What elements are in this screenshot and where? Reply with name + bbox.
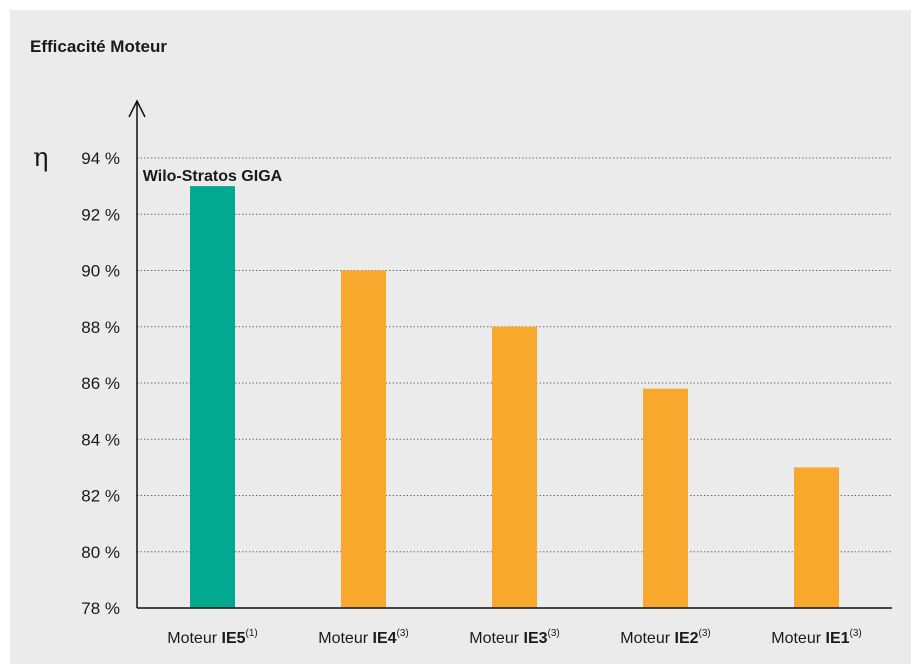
bar bbox=[794, 467, 839, 608]
x-tick-label: Moteur IE3(3) bbox=[469, 628, 560, 647]
y-tick-label: 92 % bbox=[81, 205, 120, 224]
x-tick-label: Moteur IE4(3) bbox=[318, 628, 409, 647]
chart-title: Efficacité Moteur bbox=[30, 37, 167, 56]
y-tick-label: 94 % bbox=[81, 149, 120, 168]
y-tick-label: 82 % bbox=[81, 487, 120, 506]
bar bbox=[190, 186, 235, 608]
bar bbox=[492, 326, 537, 608]
x-tick-label: Moteur IE2(3) bbox=[620, 628, 711, 647]
y-tick-label: 84 % bbox=[81, 430, 120, 449]
bar bbox=[341, 270, 386, 608]
x-tick-label: Moteur IE1(3) bbox=[771, 628, 862, 647]
y-axis-arrow bbox=[128, 99, 146, 118]
chart-panel bbox=[10, 10, 911, 664]
y-tick-label: 80 % bbox=[81, 543, 120, 562]
y-axis-label: η bbox=[33, 143, 49, 173]
bar bbox=[643, 388, 688, 608]
x-tick-label: Moteur IE5(1) bbox=[167, 628, 258, 647]
y-tick-label: 86 % bbox=[81, 374, 120, 393]
y-tick-label: 90 % bbox=[81, 262, 120, 281]
y-tick-label: 78 % bbox=[81, 599, 120, 618]
y-tick-label: 88 % bbox=[81, 318, 120, 337]
bar-annotation: Wilo-Stratos GIGA bbox=[143, 168, 283, 185]
